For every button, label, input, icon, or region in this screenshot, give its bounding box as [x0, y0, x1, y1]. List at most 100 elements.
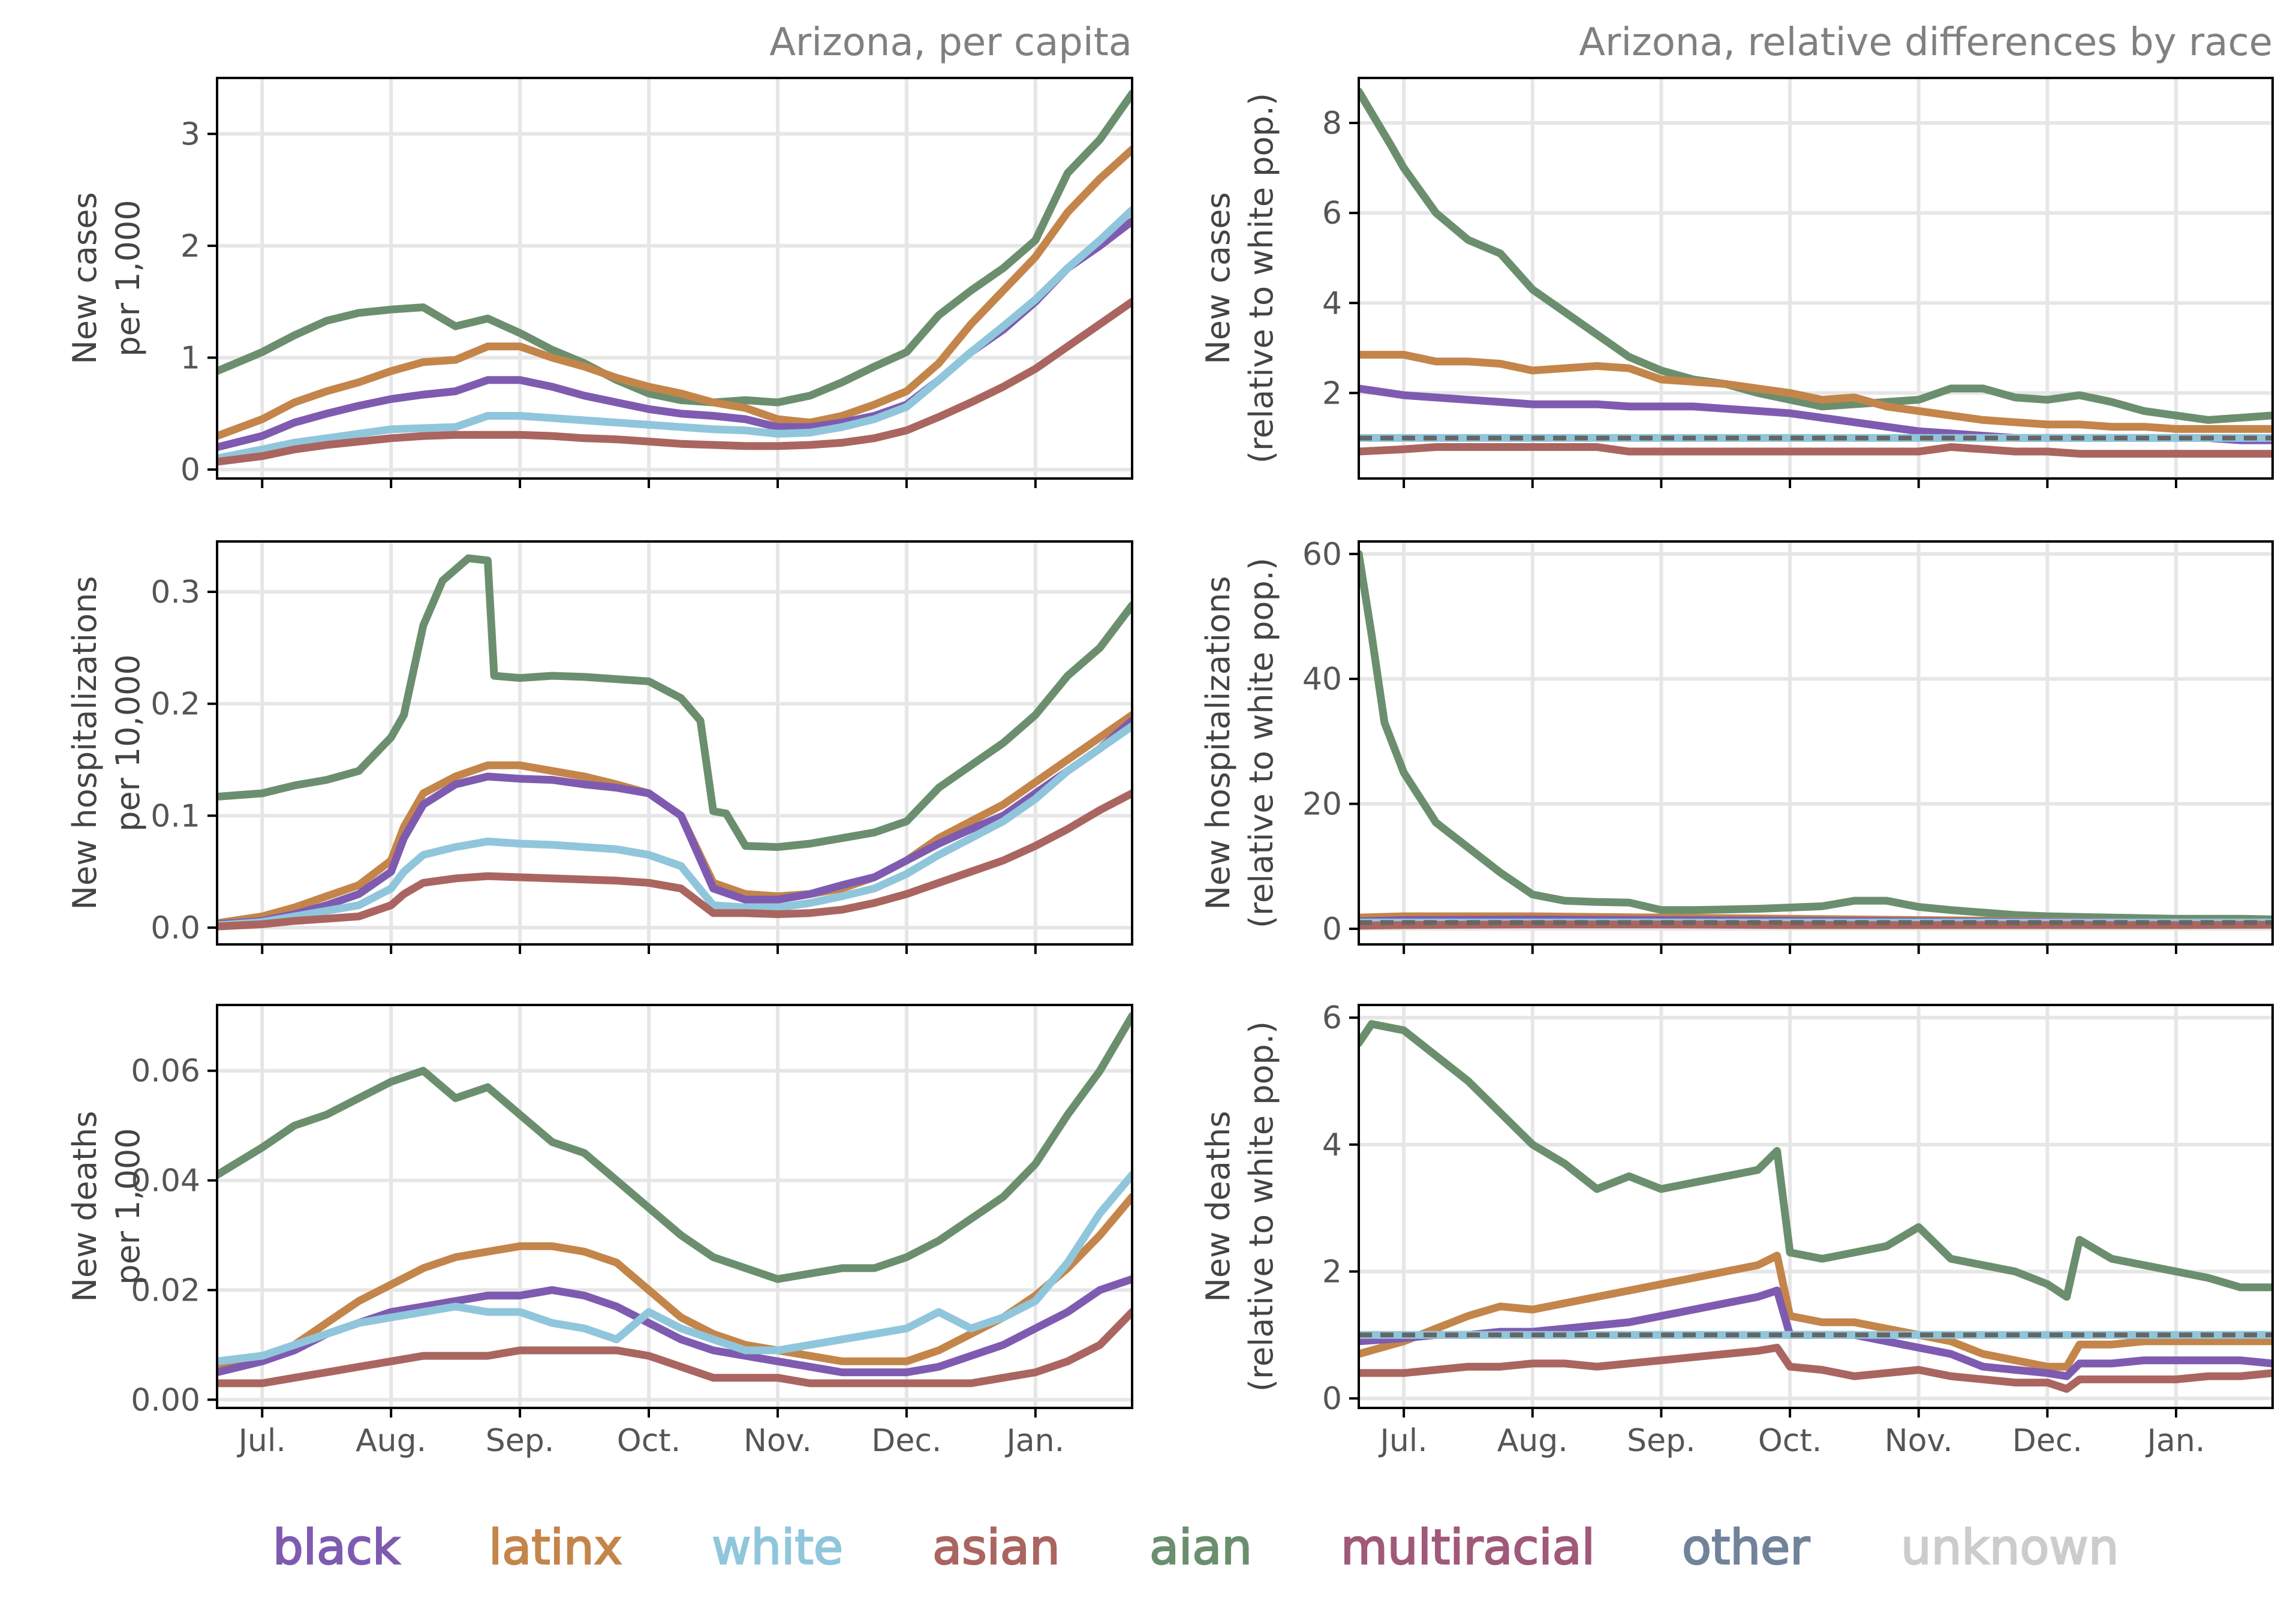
panel-cases-per-capita: 0 1 2 3 New cases per 1,000 [66, 77, 1133, 488]
panel-deaths-per-capita: 0.00 0.02 0.04 0.06 Jul. Aug. Sep. Oct. Nov. Dec.… [66, 1004, 1133, 1459]
series-line-asian [217, 789, 1132, 931]
y-tick-label: 4 [1322, 1127, 1342, 1163]
y-tick-label: 2 [1322, 375, 1342, 411]
series-line-asian [1359, 1344, 2273, 1393]
y-tick-label: 0.3 [151, 574, 200, 610]
x-tick-label: Nov. [1885, 1423, 1953, 1459]
y-tick-label: 0 [1322, 1381, 1342, 1417]
y-axis-label: New deaths [1199, 1111, 1237, 1302]
legend-item-other: other [1682, 1519, 1810, 1575]
y-axis-label: per 1,000 [109, 200, 147, 356]
y-tick-label: 6 [1322, 1000, 1342, 1036]
series-group [217, 89, 1132, 466]
x-tick-label: Nov. [744, 1423, 812, 1459]
y-axis-label: New hospitalizations [66, 576, 104, 910]
series-line-latinx [217, 145, 1132, 440]
series-line-aian [217, 554, 1132, 851]
legend-item-multiracial: multiracial [1341, 1519, 1595, 1575]
panel-deaths-relative: 0 2 4 6 Jul. Aug. Sep. Oct. Nov. Dec. Jan. New deat… [1199, 1000, 2274, 1459]
series-line-aian [217, 89, 1132, 407]
series-line-white [217, 722, 1132, 929]
legend-item-black: black [273, 1519, 401, 1575]
plot-frame [216, 1004, 1133, 1409]
x-tick-label: Jul. [1378, 1423, 1427, 1459]
y-axis-label: New deaths [66, 1111, 104, 1302]
x-tick-label: Aug. [356, 1423, 426, 1459]
x-tick-label: Oct. [617, 1423, 681, 1459]
y-tick-label: 40 [1302, 661, 1342, 697]
legend-item-white: white [712, 1519, 843, 1575]
y-axis-label: per 10,000 [109, 654, 147, 832]
y-tick-label: 0.00 [131, 1382, 200, 1418]
x-tick-label: Oct. [1758, 1423, 1822, 1459]
series-group [217, 554, 1132, 931]
series-group [1359, 550, 2273, 930]
series-line-asian [217, 297, 1132, 466]
series-group [217, 1012, 1132, 1388]
x-tick-label: Dec. [871, 1423, 941, 1459]
y-axis-label: New hospitalizations [1199, 576, 1237, 910]
series-line-asian [1359, 443, 2273, 458]
x-tick-label: Jul. [237, 1423, 286, 1459]
y-tick-label: 0.0 [151, 910, 200, 946]
plot-frame [1358, 540, 2274, 946]
series-line-white [217, 1170, 1132, 1365]
y-tick-label: 0 [1322, 911, 1342, 947]
y-axis-label: New cases [1199, 192, 1237, 364]
x-tick-label: Jan. [2145, 1423, 2205, 1459]
title-left: Arizona, per capita [769, 20, 1132, 65]
grid [1359, 1005, 2273, 1408]
series-line-latinx [1359, 351, 2273, 433]
y-axis-label: New cases [66, 192, 104, 364]
title-right: Arizona, relative differences by race [1579, 20, 2273, 65]
series-line-latinx [217, 1193, 1132, 1371]
y-tick-label: 1 [180, 340, 200, 376]
grid [217, 78, 1132, 479]
y-tick-label: 60 [1302, 537, 1342, 573]
y-tick-label: 4 [1322, 285, 1342, 321]
y-tick-label: 0.1 [151, 798, 200, 834]
legend: black latinx white asian aian multiracial othe… [272, 1519, 2120, 1576]
plot-frame [1358, 1004, 2274, 1409]
series-line-aian [217, 1012, 1132, 1283]
y-tick-label: 0.06 [131, 1054, 200, 1090]
series-line-black [217, 717, 1132, 928]
series-group [1359, 1020, 2273, 1393]
x-tick-label: Sep. [486, 1423, 555, 1459]
y-tick-label: 2 [1322, 1254, 1342, 1290]
series-line-aian [1359, 1020, 2273, 1301]
x-tick-label: Jan. [1004, 1423, 1064, 1459]
panel-hospitalizations-relative: 0 20 40 60 New hospitalizations (relative to … [1199, 537, 2274, 954]
y-tick-label: 3 [180, 116, 200, 152]
panel-cases-relative: 2 4 6 8 New cases (relative to white pop.) [1199, 77, 2274, 488]
y-tick-label: 8 [1322, 106, 1342, 142]
y-axis-label: per 1,000 [109, 1128, 147, 1284]
legend-item-aian: aian [1149, 1519, 1252, 1575]
series-line-asian [217, 1308, 1132, 1388]
plot-frame [1358, 77, 2274, 480]
y-tick-label: 0.2 [151, 687, 200, 723]
y-tick-label: 0.02 [131, 1272, 200, 1308]
y-tick-label: 20 [1302, 787, 1342, 823]
x-tick-label: Dec. [2012, 1423, 2083, 1459]
legend-item-latinx: latinx [489, 1519, 622, 1575]
y-axis-label: (relative to white pop.) [1242, 93, 1280, 464]
legend-item-asian: asian [932, 1519, 1060, 1575]
series-line-aian [1359, 88, 2273, 424]
series-line-white [217, 206, 1132, 462]
panel-hospitalizations-per-capita: 0.0 0.1 0.2 0.3 New hospitalizations per 10,0… [66, 540, 1133, 954]
series-group [1359, 88, 2273, 458]
series-line-latinx [1359, 1251, 2273, 1371]
y-tick-label: 6 [1322, 195, 1342, 231]
y-tick-label: 0 [180, 452, 200, 488]
x-tick-label: Aug. [1497, 1423, 1568, 1459]
y-axis-label: (relative to white pop.) [1242, 1021, 1280, 1392]
series-line-aian [1359, 550, 2273, 923]
x-tick-label: Sep. [1627, 1423, 1696, 1459]
y-tick-label: 2 [180, 228, 200, 264]
plot-frame [216, 77, 1133, 480]
grid [1359, 541, 2273, 944]
legend-item-unknown: unknown [1901, 1519, 2119, 1575]
y-axis-label: (relative to white pop.) [1242, 558, 1280, 928]
